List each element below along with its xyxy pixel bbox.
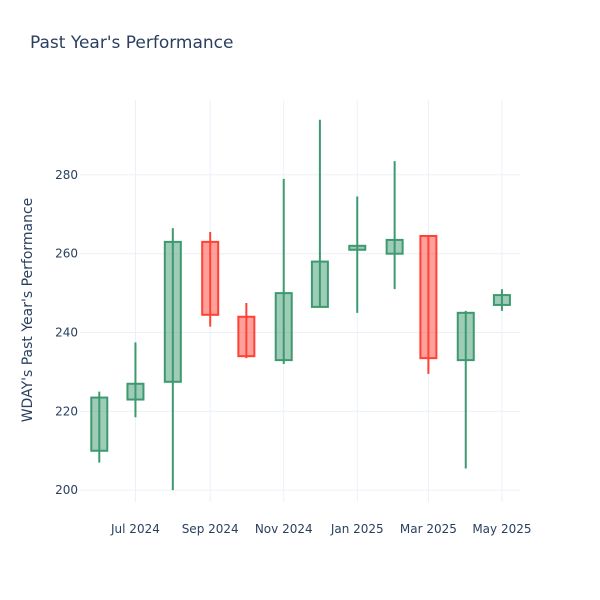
x-axis-ticks: Jul 2024 Sep 2024 Nov 2024 Jan 2025 Mar 2025… [110,522,531,536]
candle-increasing[interactable] [274,178,293,365]
x-tick-label: May 2025 [472,522,531,536]
chart-title: Past Year's Performance [30,33,234,53]
x-tick-label: Sep 2024 [182,522,239,536]
candle-body [237,315,256,358]
candle-body [310,260,329,308]
candle-body [419,234,438,360]
x-tick-label: Mar 2025 [400,522,457,536]
y-tick-label: 280 [55,168,78,182]
candle-body [201,240,220,316]
candle-body [90,396,109,452]
candle-increasing[interactable] [90,391,109,463]
candle-increasing[interactable] [126,342,145,418]
grid-lines [80,100,520,502]
candle-decreasing[interactable] [419,234,438,374]
candle-increasing[interactable] [456,310,475,469]
candle-decreasing[interactable] [237,302,256,359]
candle-body [274,292,293,362]
candle-decreasing[interactable] [201,232,220,327]
y-tick-label: 260 [55,247,78,261]
y-axis-label: WDAY's Past Year's Performance [20,198,36,423]
candle-increasing[interactable] [348,196,367,313]
x-tick-label: Jan 2025 [330,522,384,536]
y-tick-label: 240 [55,326,78,340]
candle-increasing[interactable] [492,289,511,311]
x-tick-label: Nov 2024 [255,522,313,536]
candle-body [385,238,404,255]
x-tick-label: Jul 2024 [110,522,160,536]
candle-increasing[interactable] [385,161,404,290]
y-axis-ticks: 200 220 240 260 280 [55,168,78,497]
candle-body [492,294,511,306]
candle-body [348,244,367,251]
candle-body [163,240,182,383]
candle-increasing[interactable] [310,119,329,308]
candle-body [456,311,475,362]
y-tick-label: 220 [55,404,78,418]
candle-body [126,382,145,401]
candles [90,119,511,491]
y-tick-label: 200 [55,483,78,497]
candle-increasing[interactable] [163,228,182,491]
